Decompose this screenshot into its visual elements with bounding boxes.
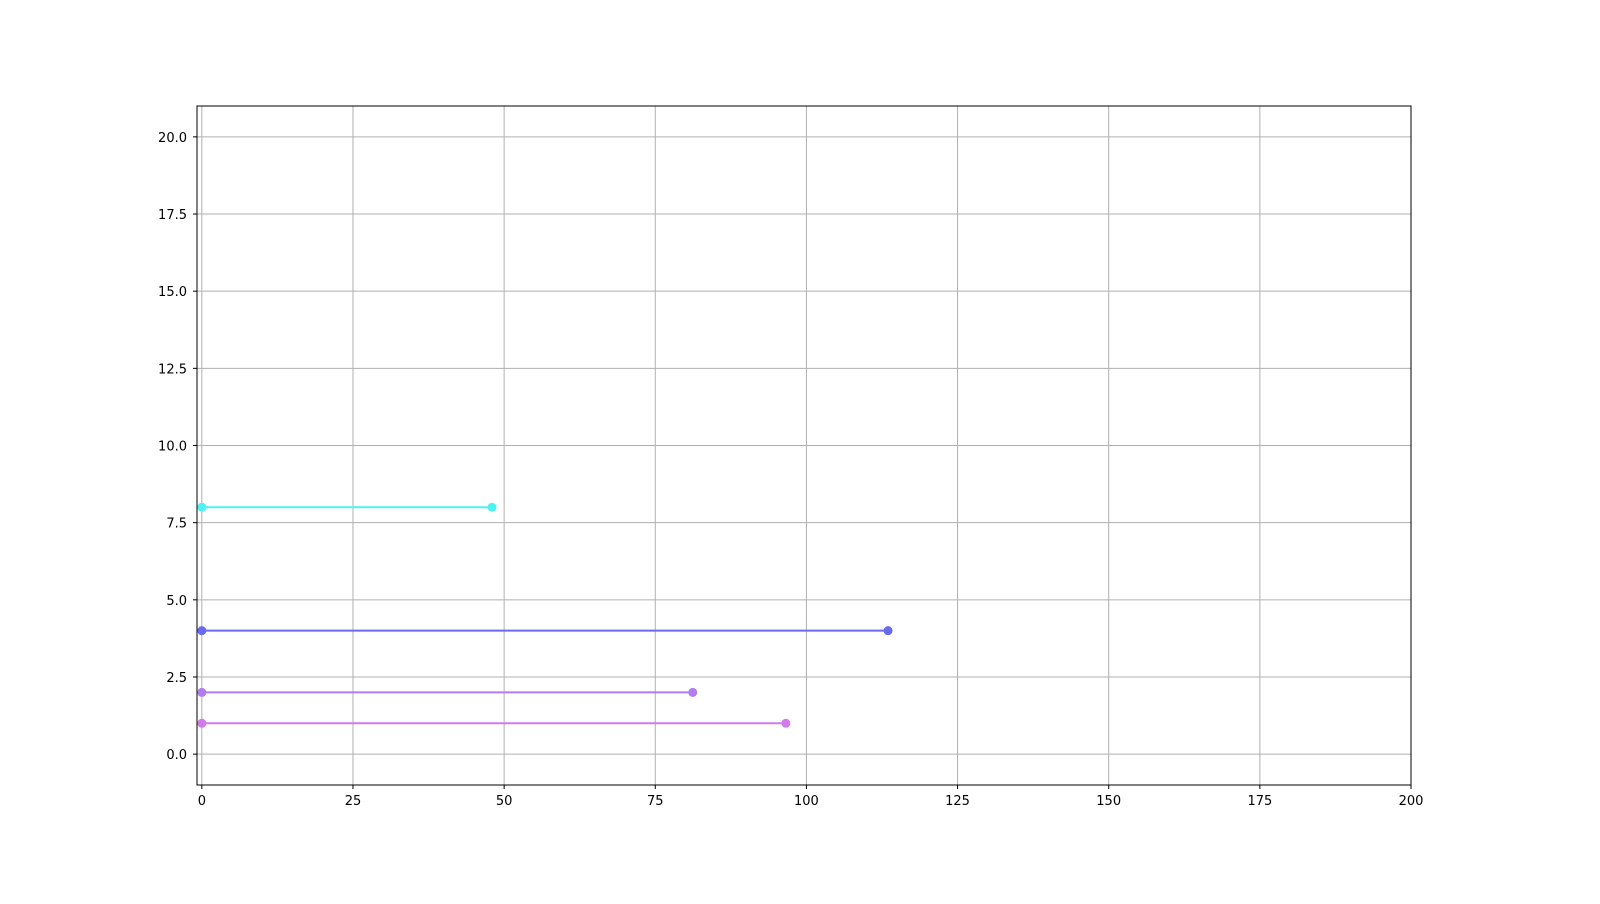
ticks: 0 25 50 75 100 125 150 175 200 0.0 2.5 5.0 7.5 10.0 12… [158,131,1423,809]
series-point-3 [781,718,791,728]
series-point-1 [883,626,893,636]
y-tick-label: 0.0 [166,748,187,763]
y-tick-label: 15.0 [158,285,187,300]
x-tick-label: 200 [1399,794,1424,809]
y-tick-label: 7.5 [166,517,187,532]
series-point-2 [197,687,207,697]
y-tick-label: 20.0 [158,131,187,146]
y-tick-label: 12.5 [158,362,187,377]
x-tick-label: 50 [496,794,513,809]
x-tick-label: 125 [945,794,970,809]
series-group [197,502,893,728]
series-point-3 [197,718,207,728]
grid [197,106,1412,785]
series-point-2 [688,687,698,697]
series-point-1 [197,626,207,636]
y-tick-label: 2.5 [166,671,187,686]
x-tick-label: 0 [198,794,206,809]
x-tick-label: 25 [345,794,362,809]
y-tick-label: 10.0 [158,440,187,455]
series-point-0 [487,502,497,512]
y-tick-label: 17.5 [158,208,187,223]
x-tick-label: 150 [1096,794,1121,809]
x-tick-label: 175 [1247,794,1272,809]
y-tick-label: 5.0 [166,594,187,609]
series-point-0 [197,502,207,512]
x-tick-label: 75 [647,794,664,809]
x-tick-label: 100 [794,794,819,809]
